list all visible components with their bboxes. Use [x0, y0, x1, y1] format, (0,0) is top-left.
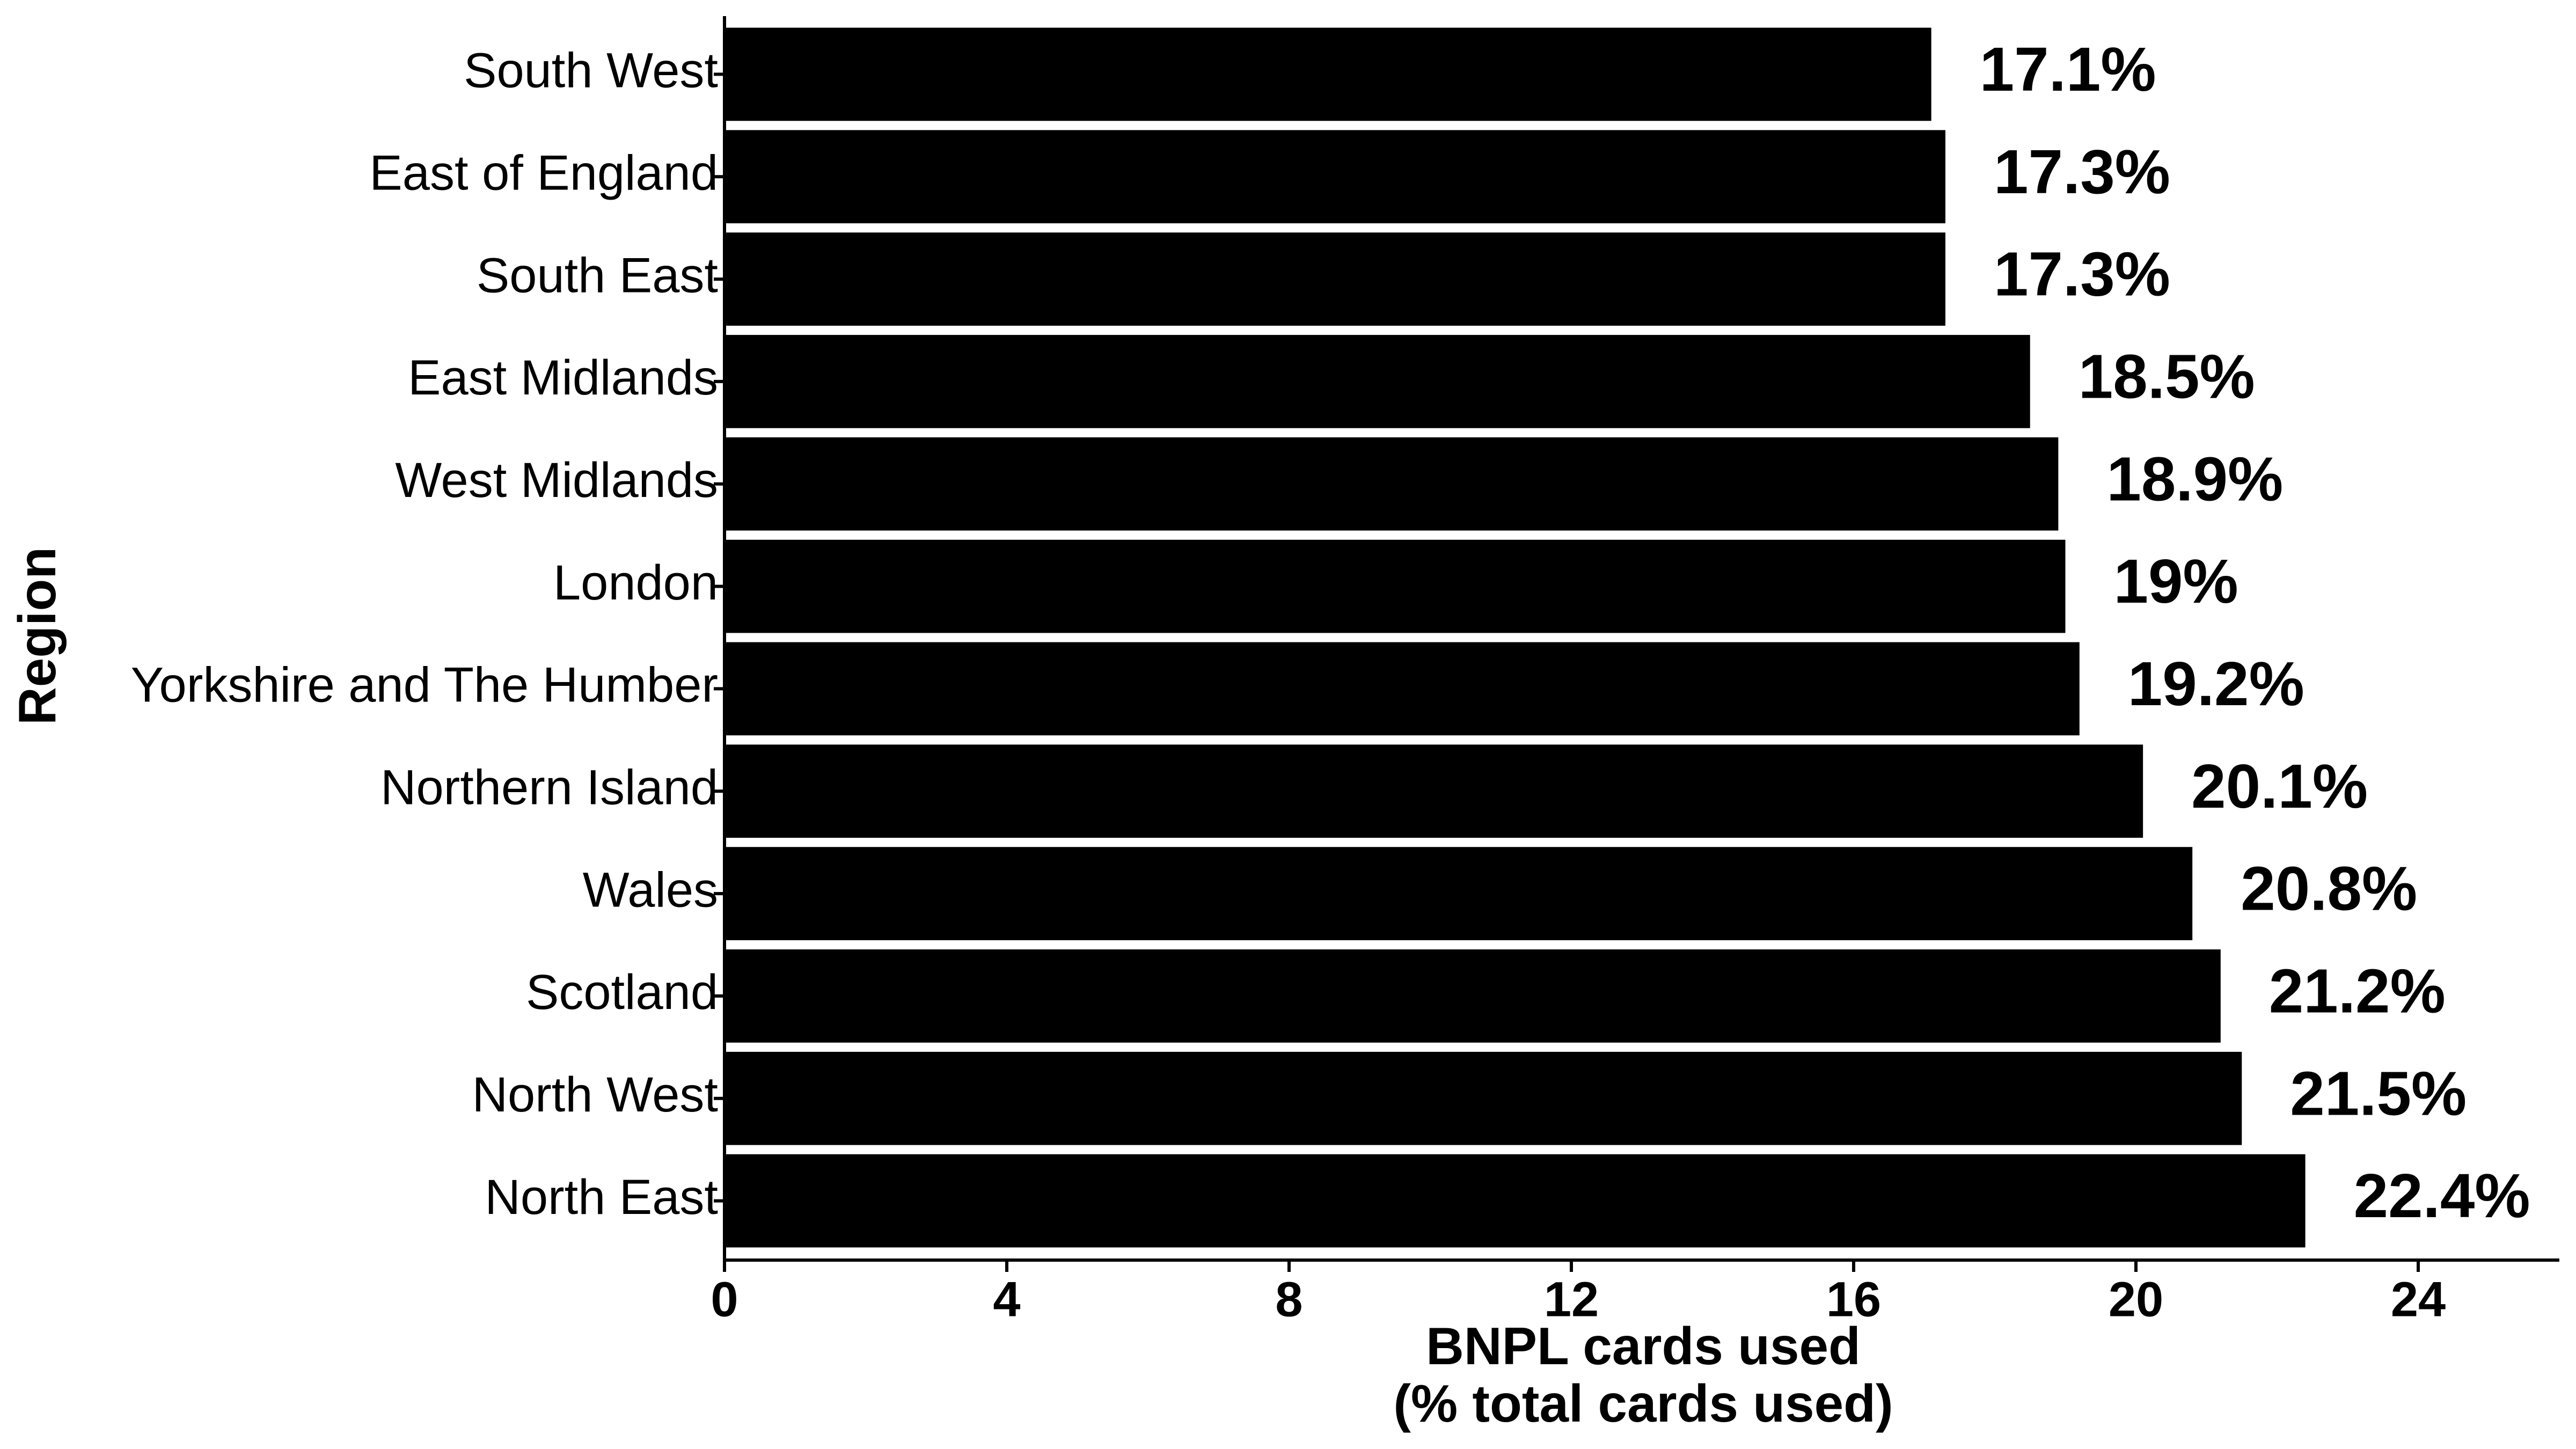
bar — [724, 130, 1945, 224]
value-label: 17.3% — [1994, 137, 2170, 207]
y-tick-label: East Midlands — [408, 350, 718, 405]
value-label: 22.4% — [2354, 1161, 2530, 1231]
y-tick-label: South West — [464, 43, 718, 98]
x-axis-title: (% total cards used) — [1393, 1374, 1893, 1433]
x-tick-label: 24 — [2391, 1272, 2446, 1327]
x-tick-label: 12 — [1544, 1272, 1599, 1327]
x-tick-label: 20 — [2109, 1272, 2163, 1327]
value-label: 17.3% — [1994, 239, 2170, 309]
value-label: 21.5% — [2290, 1058, 2467, 1128]
x-tick-label: 4 — [993, 1272, 1020, 1327]
bar — [724, 232, 1945, 326]
y-tick-label: West Midlands — [395, 453, 718, 508]
value-label: 17.1% — [1980, 34, 2156, 104]
bar — [724, 437, 2059, 531]
value-label: 20.1% — [2191, 751, 2368, 821]
y-tick-label: North West — [472, 1067, 718, 1122]
value-label: 18.5% — [2079, 342, 2255, 412]
y-tick-label: Northern Island — [380, 760, 718, 815]
bar — [724, 539, 2066, 633]
bar — [724, 847, 2193, 940]
bar — [724, 1154, 2306, 1248]
bar — [724, 949, 2221, 1043]
bar — [724, 1051, 2242, 1145]
x-tick-label: 0 — [711, 1272, 738, 1327]
bar — [724, 27, 1931, 121]
y-tick-label: Scotland — [526, 965, 718, 1020]
y-tick-label: Wales — [583, 862, 718, 917]
bar — [724, 744, 2143, 838]
value-label: 20.8% — [2241, 854, 2417, 924]
value-label: 18.9% — [2106, 444, 2283, 514]
bar — [724, 642, 2080, 736]
value-label: 21.2% — [2269, 956, 2446, 1026]
x-tick-label: 16 — [1826, 1272, 1881, 1327]
y-axis-title: Region — [8, 547, 67, 725]
x-tick-label: 8 — [1275, 1272, 1302, 1327]
y-tick-label: North East — [485, 1170, 718, 1225]
value-label: 19% — [2114, 546, 2238, 616]
y-tick-label: East of England — [369, 146, 718, 201]
y-tick-label: South East — [477, 248, 718, 303]
value-label: 19.2% — [2128, 649, 2304, 719]
y-tick-label: London — [553, 555, 718, 610]
bar — [724, 335, 2030, 428]
y-tick-label: Yorkshire and The Humber — [131, 658, 718, 713]
x-axis-title: BNPL cards used — [1426, 1316, 1861, 1375]
